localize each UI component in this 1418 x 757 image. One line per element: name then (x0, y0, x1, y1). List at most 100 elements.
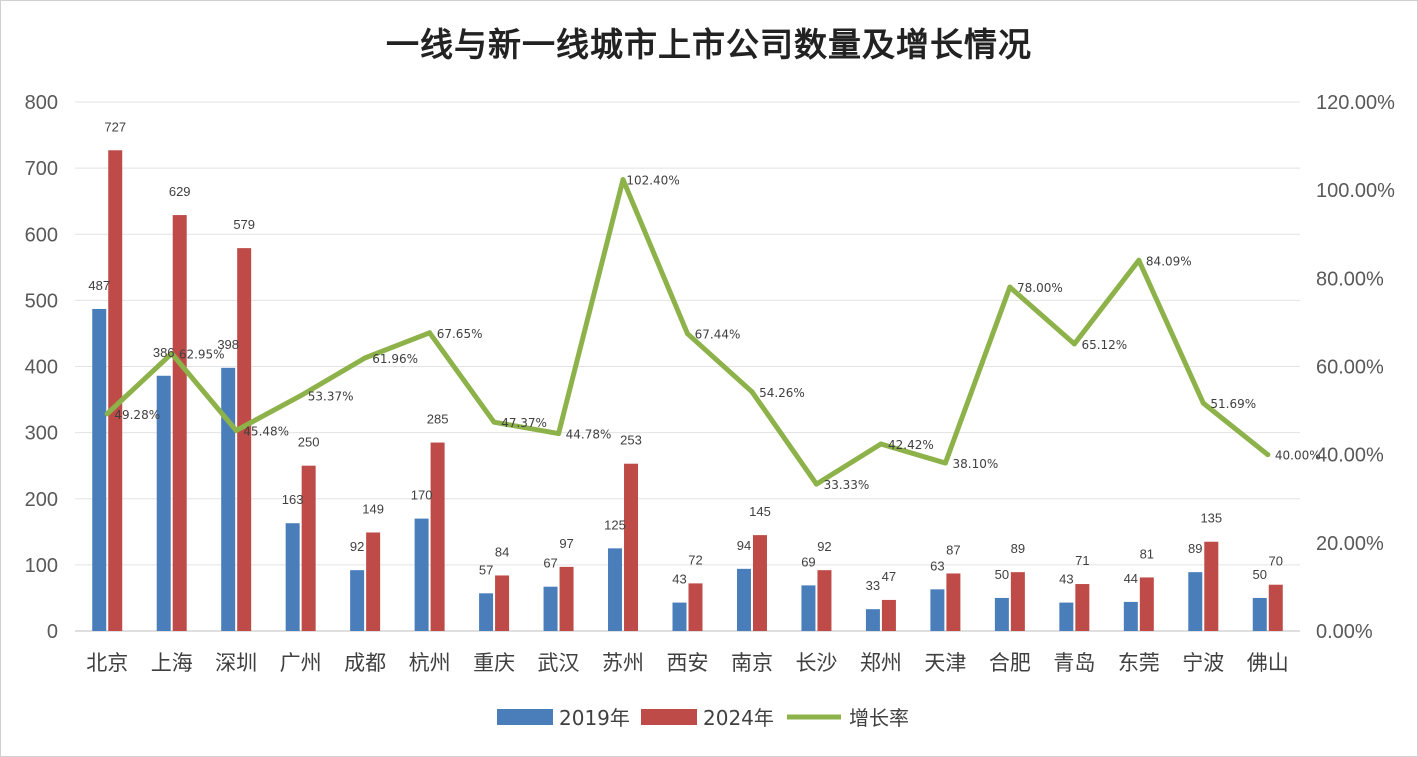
bar-2019 (865, 609, 880, 631)
bar-2019 (543, 586, 558, 631)
bar-2019-label: 487 (88, 278, 110, 293)
bar-2019 (994, 597, 1009, 631)
bar-2024 (1075, 584, 1090, 631)
growth-point (427, 330, 433, 336)
growth-label: 45.48% (243, 425, 289, 439)
bar-2024-label: 727 (104, 119, 126, 134)
bar-2019 (479, 593, 494, 631)
category-label: 青岛 (1053, 651, 1095, 675)
right-tick-label: 120.00% (1316, 92, 1395, 114)
bar-2019 (801, 585, 816, 631)
legend-swatch-2019 (497, 709, 553, 725)
bar-2024-label: 629 (169, 184, 191, 199)
growth-point (1007, 284, 1013, 290)
right-tick-label: 40.00% (1316, 445, 1384, 467)
legend: 2019年 2024年 增长率 (497, 706, 909, 730)
left-tick-label: 100 (25, 555, 58, 577)
category-label: 北京 (86, 651, 128, 675)
category-label: 成都 (344, 651, 386, 675)
category-labels: 北京 上海 深圳 广州 成都 杭州 重庆 武汉 苏州 西安 南京 长沙 郑州 天津 合肥 青岛 东莞 宁波 佛山 (86, 651, 1289, 675)
category-label: 上海 (151, 651, 193, 675)
bar-2024-label: 87 (946, 542, 960, 557)
bar-2024 (881, 599, 896, 631)
growth-label: 47.37% (501, 416, 547, 430)
left-tick-label: 200 (25, 489, 58, 511)
left-tick-label: 800 (25, 92, 58, 114)
bar-2019-label: 63 (930, 558, 944, 573)
bar-2024-label: 89 (1011, 541, 1025, 556)
growth-point (749, 389, 755, 395)
bar-2019-label: 57 (479, 562, 493, 577)
growth-point (813, 481, 819, 487)
right-axis-ticks: 0.00% 20.00% 40.00% 60.00% 80.00% 100.00% 120.… (1316, 92, 1395, 643)
bar-2024 (301, 465, 316, 631)
bar-2019-label: 43 (672, 572, 686, 587)
right-tick-label: 100.00% (1316, 180, 1395, 202)
bar-2019-label: 69 (801, 554, 815, 569)
bar-2024 (108, 150, 123, 632)
growth-label: 78.00% (1017, 281, 1063, 295)
bar-2019-label: 386 (153, 345, 175, 360)
bar-2019-label: 125 (604, 517, 626, 532)
category-label: 深圳 (215, 651, 257, 675)
right-tick-label: 60.00% (1316, 357, 1384, 379)
bar-2019-label: 170 (411, 488, 433, 503)
bar-2024 (1139, 577, 1154, 631)
bar-2024 (752, 535, 767, 631)
growth-line (104, 177, 1271, 487)
bar-2024 (172, 215, 187, 632)
left-tick-label: 300 (25, 423, 58, 445)
growth-point (104, 411, 110, 417)
growth-label: 67.65% (437, 327, 483, 341)
growth-point (1200, 400, 1206, 406)
bar-2019 (414, 518, 429, 631)
growth-point (362, 355, 368, 361)
category-label: 郑州 (860, 651, 902, 675)
bar-2019-label: 50 (995, 567, 1009, 582)
growth-label: 42.42% (888, 438, 934, 452)
bar-2019 (736, 568, 751, 631)
category-label: 宁波 (1182, 651, 1224, 675)
left-axis-ticks: 0 100 200 300 400 500 600 700 800 (25, 92, 58, 643)
category-label: 东莞 (1118, 651, 1160, 675)
growth-point (491, 419, 497, 425)
bar-2019 (156, 375, 171, 631)
bar-2019 (930, 589, 945, 631)
bar-2024 (237, 248, 252, 632)
growth-point (233, 428, 239, 434)
bar-2024-label: 70 (1269, 554, 1283, 569)
bar-2019 (1188, 572, 1203, 631)
bar-2024 (366, 532, 381, 631)
left-tick-label: 600 (25, 224, 58, 246)
category-label: 武汉 (538, 651, 580, 675)
bar-2024 (817, 570, 832, 631)
bar-2024-label: 92 (817, 539, 831, 554)
bar-2024-label: 81 (1140, 546, 1154, 561)
category-label: 天津 (924, 651, 966, 675)
bar-2024-label: 285 (427, 412, 449, 427)
bar-2024-label: 84 (495, 544, 509, 559)
growth-label: 54.26% (759, 386, 805, 400)
bar-2019 (92, 308, 107, 631)
bar-2024-label: 71 (1075, 553, 1089, 568)
bar-2024 (430, 442, 445, 631)
bar-2019-label: 50 (1253, 567, 1267, 582)
category-label: 广州 (280, 651, 322, 675)
bar-2019-label: 89 (1188, 541, 1202, 556)
bar-2024-label: 47 (882, 569, 896, 584)
category-label: 西安 (667, 651, 709, 675)
bar-2019-label: 44 (1124, 571, 1138, 586)
gridlines (75, 101, 1300, 632)
growth-label: 51.69% (1210, 397, 1256, 411)
growth-point (1071, 341, 1077, 347)
bar-2024-label: 149 (362, 501, 384, 516)
left-tick-label: 500 (25, 290, 58, 312)
bar-2024-label: 72 (688, 552, 702, 567)
growth-label: 44.78% (566, 428, 612, 442)
bar-2024 (1268, 584, 1283, 631)
growth-point (942, 460, 948, 466)
bar-2024-label: 250 (298, 435, 320, 450)
left-tick-label: 400 (25, 357, 58, 379)
growth-label: 53.37% (308, 390, 354, 404)
